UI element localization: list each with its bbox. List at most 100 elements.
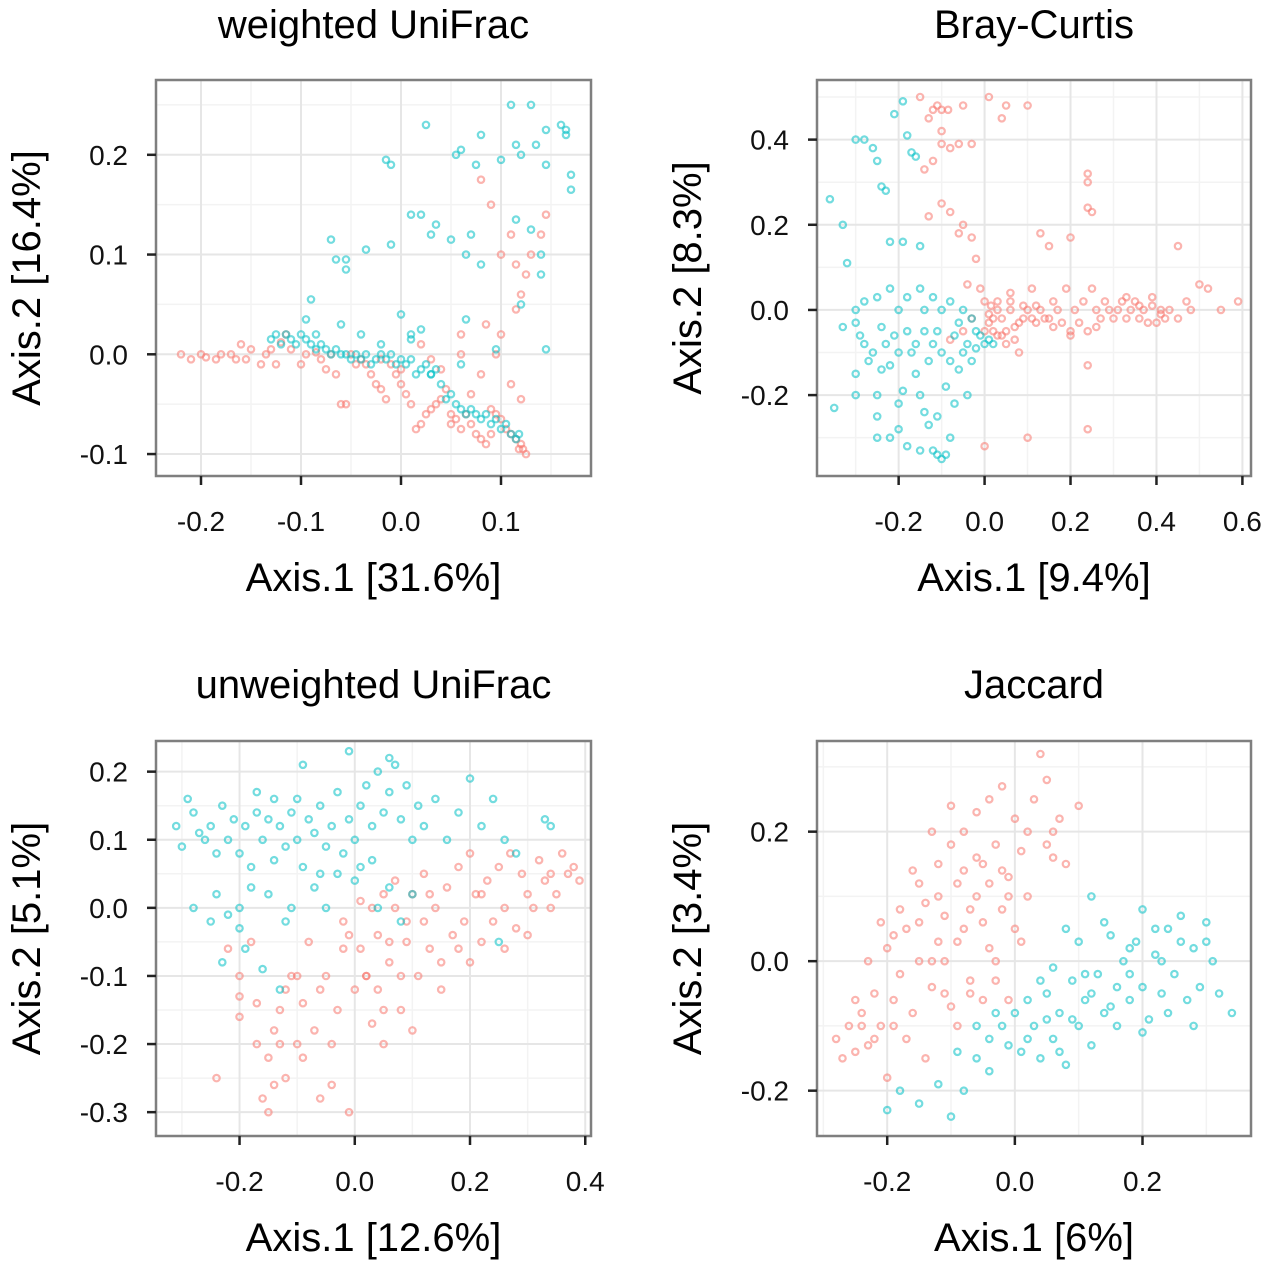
data-point [361,349,371,359]
data-point [1066,326,1075,336]
data-point [980,326,989,336]
x-tick-label: 0.4 [566,1166,605,1197]
data-point [984,1066,994,1076]
data-point [476,414,486,424]
data-point [1156,305,1166,315]
data-point [920,407,929,417]
data-point [367,855,377,865]
data-point [997,1021,1007,1031]
data-point [516,290,526,299]
data-point [511,305,521,314]
data-point [381,155,391,165]
data-point [501,424,511,434]
data-point [269,794,279,804]
data-point [1042,775,1052,785]
data-point [529,903,538,913]
data-point [881,339,891,349]
data-point [396,379,406,389]
data-point [315,1094,325,1103]
data-point [1061,859,1071,869]
data-point [366,359,376,369]
data-point [419,821,429,831]
data-point [1074,801,1084,811]
data-point [454,944,463,954]
y-axis-label: Axis.2 [16.4%] [5,150,49,406]
data-point [426,354,436,364]
data-point [366,369,376,379]
data-point [1182,297,1191,306]
data-point [855,331,865,340]
data-point [346,349,356,359]
data-point [1036,1054,1045,1063]
data-point [1087,207,1097,217]
data-point [327,821,337,831]
data-point [885,433,895,443]
data-point [857,1021,867,1031]
data-point [980,339,989,349]
data-point [1010,814,1020,824]
data-point [390,876,400,885]
data-point [186,354,196,364]
data-point [924,114,934,123]
x-tick-label: 0.0 [335,1166,374,1197]
data-point [390,903,400,913]
data-point [950,399,959,408]
data-point [1138,982,1147,992]
data-point [1042,1015,1052,1024]
data-point [376,349,386,359]
data-point [872,433,882,443]
data-point [1042,989,1052,998]
data-point [1100,297,1110,306]
data-point [902,1034,911,1044]
data-point [266,334,276,344]
data-point [963,390,972,400]
data-point [895,1086,905,1096]
data-point [189,808,198,817]
data-point [991,976,1001,985]
data-point [361,245,371,254]
data-point [1055,814,1064,824]
data-point [1070,305,1080,315]
data-point [1112,982,1122,992]
y-axis-label: Axis.2 [3.4%] [666,822,710,1055]
data-point [1092,305,1101,315]
data-point [1001,101,1011,110]
data-point [311,330,321,339]
data-point [316,354,326,364]
y-axis-label: Axis.2 [8.3%] [666,161,710,394]
data-point [963,339,972,349]
data-point [471,160,481,170]
data-point [872,412,882,421]
data-point [984,92,994,102]
y-tick-label: 0.2 [89,757,128,788]
data-point [436,394,446,404]
data-point [344,814,354,824]
data-point [514,429,524,439]
data-point [441,384,451,394]
data-point [206,917,216,926]
data-point [1061,284,1071,293]
data-point [872,156,882,166]
data-point [315,985,325,994]
data-point [915,241,925,251]
data-point [486,429,496,439]
data-point [442,883,452,892]
y-tick-label: -0.3 [80,1097,128,1128]
data-point [333,869,342,879]
data-point [496,155,506,165]
data-point [500,835,509,845]
data-point [991,956,1001,966]
data-point [967,233,977,242]
data-point [189,903,198,913]
data-point [1160,314,1170,323]
data-point [341,255,351,264]
data-point [1195,280,1204,289]
data-point [914,879,924,888]
data-point [850,1047,860,1057]
data-point [336,349,346,359]
data-point [1122,292,1131,302]
data-point [1016,1047,1026,1057]
data-point [959,866,969,875]
data-point [331,369,341,379]
data-point [561,130,571,140]
